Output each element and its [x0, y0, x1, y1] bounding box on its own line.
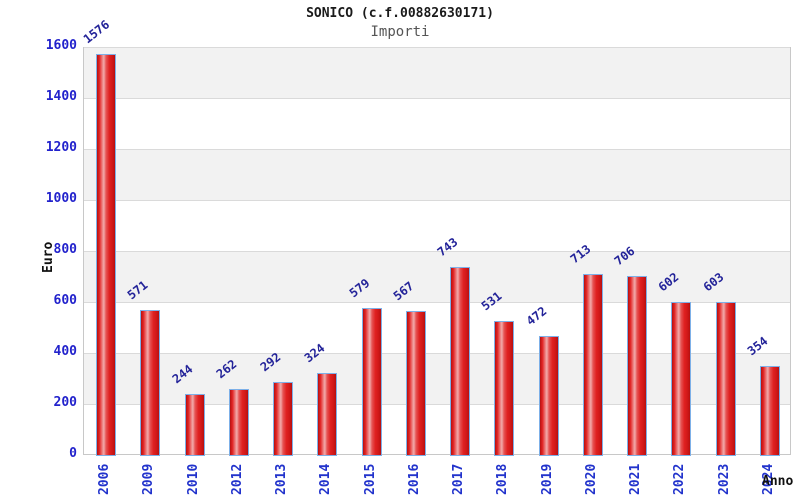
bar-2020	[582, 274, 603, 456]
bar-2015	[361, 308, 382, 456]
bar-2021	[627, 275, 648, 456]
y-tick-label: 1000	[45, 191, 77, 206]
bar-2009	[140, 310, 161, 456]
bar-2018	[494, 320, 515, 456]
y-tick-label: 800	[53, 242, 77, 257]
x-tick-label: 2023	[716, 463, 732, 495]
x-tick-label: 2006	[97, 463, 113, 495]
x-tick-label: 2009	[141, 463, 157, 495]
gridline	[84, 404, 790, 405]
y-tick-label: 200	[53, 395, 77, 410]
gridline	[84, 47, 790, 48]
background-band	[84, 150, 790, 201]
gridline	[84, 200, 790, 201]
chart-title: SONICO (c.f.00882630171)	[306, 6, 494, 21]
y-tick-label: 400	[53, 344, 77, 359]
x-tick-label: 2010	[185, 463, 201, 495]
background-band	[84, 252, 790, 303]
bar-2023	[715, 302, 736, 456]
gridline	[84, 302, 790, 303]
bar-2019	[538, 335, 559, 456]
y-tick-label: 600	[53, 293, 77, 308]
bar-2014	[317, 373, 338, 456]
gridline	[84, 149, 790, 150]
chart-subtitle: Importi	[370, 24, 430, 40]
x-tick-label: 2012	[229, 463, 245, 495]
gridline	[84, 251, 790, 252]
x-tick-label: 2021	[628, 463, 644, 495]
bar-2010	[184, 393, 205, 456]
bar-2022	[671, 302, 692, 456]
x-tick-label: 2015	[362, 463, 378, 495]
gridline	[84, 353, 790, 354]
gridline	[84, 98, 790, 99]
bar-2012	[228, 389, 249, 456]
y-tick-label: 1600	[45, 38, 77, 53]
bar-2006	[96, 54, 117, 456]
bar-value-label: 1576	[80, 17, 113, 47]
y-axis-title: Euro	[41, 241, 56, 273]
y-tick-label: 1200	[45, 140, 77, 155]
x-axis-title: Anno	[762, 474, 794, 489]
bar-2016	[405, 311, 426, 456]
bar-2013	[273, 381, 294, 456]
x-tick-label: 2020	[583, 463, 599, 495]
x-tick-label: 2016	[406, 463, 422, 495]
y-tick-label: 0	[69, 446, 77, 461]
bar-2017	[450, 266, 471, 456]
y-tick-label: 1400	[45, 89, 77, 104]
plot-area	[83, 47, 791, 456]
background-band	[84, 48, 790, 99]
x-tick-label: 2017	[451, 463, 467, 495]
x-tick-label: 2014	[318, 463, 334, 495]
x-tick-label: 2013	[274, 463, 290, 495]
bar-2024	[759, 365, 780, 456]
x-tick-label: 2022	[672, 463, 688, 495]
x-tick-label: 2019	[539, 463, 555, 495]
x-tick-label: 2018	[495, 463, 511, 495]
